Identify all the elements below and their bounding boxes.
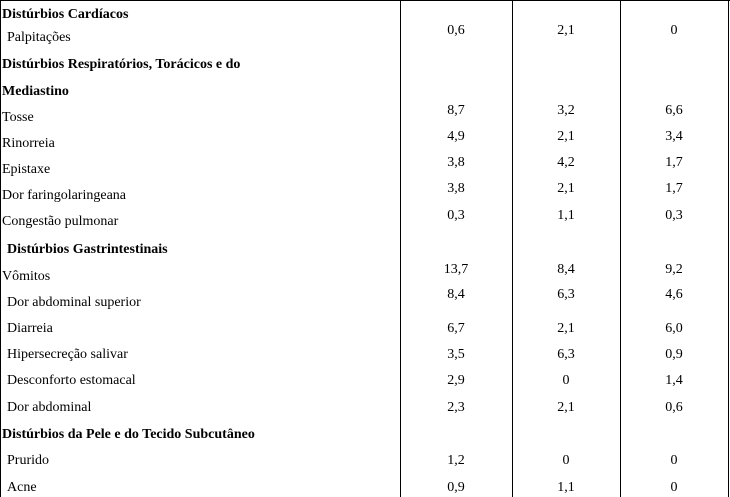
table-cell-value: 2,3	[447, 400, 465, 415]
table-cell-value: 8,4	[447, 287, 465, 302]
table-cell-value: 8,7	[447, 103, 465, 118]
table-cell-value: 1,7	[665, 181, 683, 196]
table-cell-value: 1,4	[665, 373, 683, 388]
table-cell-value: 6,0	[665, 321, 683, 336]
table-cell-value: 0,9	[665, 347, 683, 362]
category-header: Distúrbios Respiratórios, Torácicos e do	[2, 57, 241, 72]
table-cell-value: 0	[562, 453, 570, 468]
table-cell-value: 2,9	[447, 373, 465, 388]
column-divider	[512, 0, 513, 497]
table-cell-value: 0	[670, 453, 678, 468]
category-header: Distúrbios Gastrintestinais	[7, 242, 168, 257]
table-cell-value: 2,1	[557, 23, 575, 38]
row-label: Congestão pulmonar	[2, 214, 119, 229]
row-label: Hipersecreção salivar	[7, 347, 128, 362]
column-divider	[620, 0, 621, 497]
table-cell-value: 0,3	[665, 208, 683, 223]
table-cell-value: 3,8	[447, 155, 465, 170]
table-cell-value: 1,1	[557, 208, 575, 223]
table-cell-value: 3,5	[447, 347, 465, 362]
category-header: Distúrbios da Pele e do Tecido Subcutâne…	[2, 427, 255, 442]
table-cell-value: 6,6	[665, 103, 683, 118]
table-cell-value: 6,7	[447, 321, 465, 336]
table-cell-value: 0,3	[447, 208, 465, 223]
table-cell-value: 6,3	[557, 347, 575, 362]
table-cell-value: 2,1	[557, 321, 575, 336]
table-cell-value: 0	[562, 373, 570, 388]
row-label: Vômitos	[2, 269, 51, 284]
table-cell-value: 0,6	[665, 400, 683, 415]
table-cell-value: 4,6	[665, 287, 683, 302]
table-cell-value: 4,9	[447, 129, 465, 144]
table-cell-value: 2,1	[557, 129, 575, 144]
row-label: Tosse	[2, 110, 34, 125]
category-header: Distúrbios Cardíacos	[2, 7, 129, 22]
table-cell-value: 1,2	[447, 453, 465, 468]
row-label: Desconforto estomacal	[7, 373, 136, 388]
row-label: Dor faringolaringeana	[2, 188, 126, 203]
column-divider	[0, 0, 1, 497]
table-cell-value: 0	[670, 480, 678, 495]
row-label: Diarreia	[7, 321, 53, 336]
table-cell-value: 6,3	[557, 287, 575, 302]
row-label: Acne	[7, 480, 37, 495]
row-label: Rinorreia	[2, 136, 55, 151]
row-label: Epistaxe	[2, 162, 51, 177]
table-cell-value: 2,1	[557, 181, 575, 196]
table-cell-value: 0	[670, 23, 678, 38]
table-cell-value: 8,4	[557, 262, 575, 277]
column-divider	[728, 0, 729, 497]
row-label: Prurido	[7, 453, 49, 468]
table-cell-value: 3,4	[665, 129, 683, 144]
table-cell-value: 2,1	[557, 400, 575, 415]
row-label: Palpitações	[7, 30, 71, 45]
table-cell-value: 0,6	[447, 23, 465, 38]
row-label: Dor abdominal superior	[7, 295, 141, 310]
table-top-border	[0, 0, 730, 1]
column-divider	[400, 0, 401, 497]
category-header: Mediastino	[2, 84, 69, 99]
table-cell-value: 9,2	[665, 262, 683, 277]
table-cell-value: 4,2	[557, 155, 575, 170]
table-cell-value: 1,1	[557, 480, 575, 495]
table-cell-value: 13,7	[443, 262, 469, 277]
table-cell-value: 0,9	[447, 480, 465, 495]
row-label: Dor abdominal	[7, 400, 92, 415]
table-cell-value: 1,7	[665, 155, 683, 170]
table-cell-value: 3,8	[447, 181, 465, 196]
table-cell-value: 3,2	[557, 103, 575, 118]
